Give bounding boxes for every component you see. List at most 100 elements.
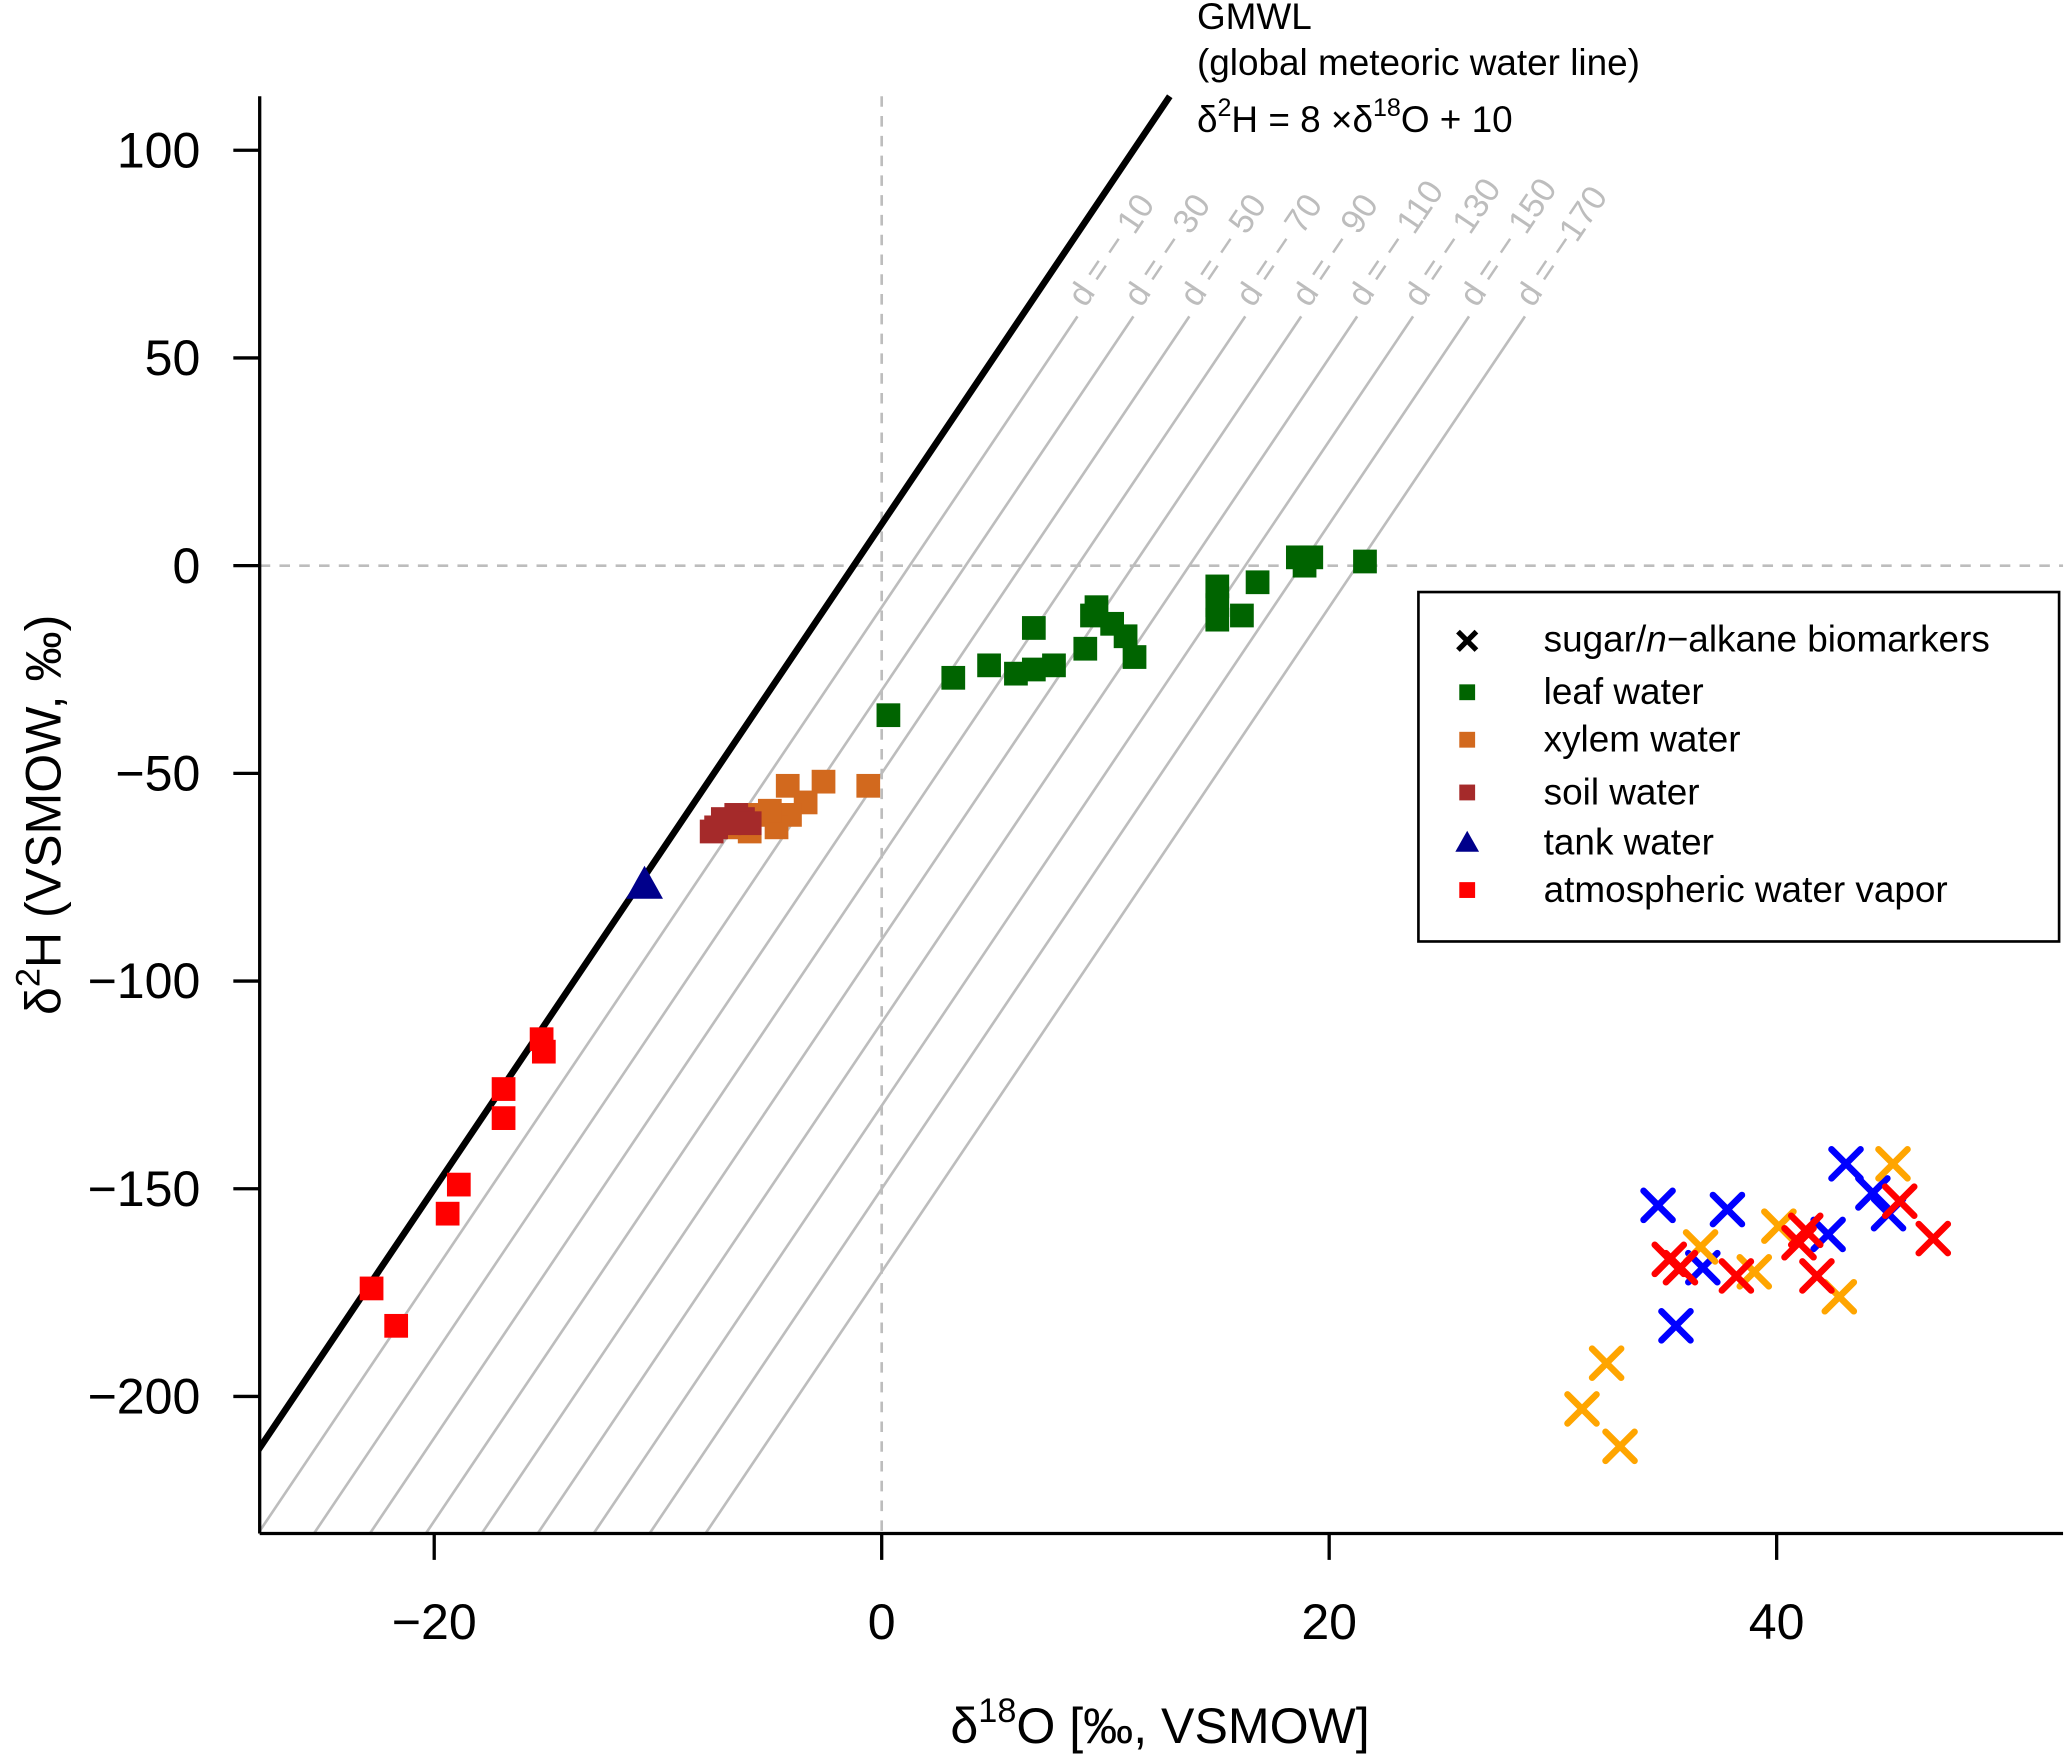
data-point-biomarkers-blue- bbox=[1709, 1191, 1746, 1228]
y-tick-label: −200 bbox=[88, 1369, 201, 1425]
y-tick-label: −100 bbox=[88, 953, 201, 1009]
y-tick-label: 50 bbox=[145, 330, 201, 386]
data-point-leaf-water bbox=[1080, 603, 1104, 628]
deuterium-excess-lines bbox=[259, 315, 1527, 1534]
cross-stroke bbox=[1564, 1391, 1600, 1427]
data-point-leaf-water bbox=[1113, 624, 1138, 649]
y-tick-label: 100 bbox=[117, 122, 201, 178]
data-point-tank-water bbox=[626, 865, 663, 899]
d-excess-line bbox=[424, 315, 1247, 1534]
data-point-leaf-water bbox=[1042, 653, 1066, 678]
data-point-biomarkers-red- bbox=[1781, 1224, 1817, 1261]
x-tick-label: 20 bbox=[1301, 1594, 1357, 1650]
data-point-leaf-water bbox=[1245, 570, 1270, 595]
data-point-biomarkers-orange- bbox=[1564, 1391, 1600, 1427]
data-point-atmospheric-water-vapor bbox=[446, 1172, 471, 1197]
x-tick-label: 40 bbox=[1749, 1594, 1805, 1650]
legend-label-leaf-water: leaf water bbox=[1544, 671, 1704, 712]
d-excess-line bbox=[592, 315, 1415, 1534]
cross-stroke bbox=[1602, 1428, 1638, 1465]
data-point-biomarkers-red- bbox=[1799, 1258, 1835, 1294]
data-point-biomarkers-blue- bbox=[1855, 1175, 1891, 1211]
cross-stroke bbox=[1881, 1183, 1918, 1220]
data-point-leaf-water bbox=[1353, 549, 1377, 574]
legend: sugar/n−alkane biomarkers leaf water xyl… bbox=[1417, 590, 2061, 943]
reference-lines bbox=[259, 96, 2064, 1534]
legend-triangle-icon bbox=[1455, 830, 1480, 852]
legend-label-biomarkers: sugar/n−alkane biomarkers bbox=[1544, 618, 1990, 659]
data-point-biomarkers-red- bbox=[1881, 1183, 1918, 1220]
data-point-leaf-water bbox=[977, 653, 1001, 678]
data-point-soil-water bbox=[737, 811, 762, 836]
data-point-biomarkers-red- bbox=[1718, 1258, 1755, 1294]
data-point-biomarkers-orange- bbox=[1875, 1146, 1911, 1182]
data-point-leaf-water bbox=[1021, 657, 1046, 682]
data-point-atmospheric-water-vapor bbox=[531, 1039, 556, 1064]
data-point-leaf-water bbox=[1205, 607, 1230, 632]
gmwl-equation: δ2H = 8 ×δ18O + 10 bbox=[1197, 94, 1513, 140]
gmwl-line-group bbox=[259, 94, 1173, 1454]
data-point-biomarkers-blue- bbox=[1640, 1187, 1676, 1224]
legend-box bbox=[1417, 590, 2061, 943]
d-excess-line bbox=[536, 315, 1359, 1534]
cross-stroke bbox=[1828, 1146, 1864, 1182]
legend-square-icon bbox=[1459, 684, 1476, 701]
y-axis-label: δ2H (VSMOW, ‰) bbox=[10, 615, 72, 1015]
data-point-xylem-water bbox=[775, 773, 800, 798]
data-point-biomarkers-red- bbox=[1915, 1220, 1952, 1257]
d-excess-line bbox=[368, 315, 1191, 1534]
cross-stroke bbox=[1915, 1220, 1952, 1257]
data-point-atmospheric-water-vapor bbox=[384, 1313, 409, 1338]
data-point-xylem-water bbox=[856, 773, 881, 798]
data-point-biomarkers-blue- bbox=[1828, 1146, 1864, 1182]
cross-stroke bbox=[1875, 1146, 1911, 1182]
data-point-xylem-water bbox=[757, 798, 782, 823]
data-point-leaf-water bbox=[1021, 616, 1046, 640]
legend-label-tank-water: tank water bbox=[1544, 821, 1714, 862]
data-point-biomarkers-orange- bbox=[1602, 1428, 1638, 1465]
x-tick-label: −20 bbox=[392, 1594, 477, 1650]
gmwl-line bbox=[259, 94, 1173, 1454]
x-tick-label: 0 bbox=[868, 1594, 896, 1650]
data-point-leaf-water bbox=[1299, 545, 1324, 570]
cross-stroke bbox=[1709, 1191, 1746, 1228]
data-point-xylem-water bbox=[811, 769, 836, 794]
data-point-leaf-water bbox=[1205, 574, 1230, 599]
data-point-leaf-water bbox=[1122, 645, 1147, 669]
data-points bbox=[359, 545, 1952, 1465]
data-point-leaf-water bbox=[876, 703, 901, 728]
cross-stroke bbox=[1640, 1187, 1676, 1224]
data-point-leaf-water bbox=[1004, 661, 1028, 686]
d-excess-line bbox=[648, 315, 1471, 1534]
y-tick-label: −150 bbox=[88, 1161, 201, 1217]
cross-stroke bbox=[1821, 1278, 1858, 1315]
cross-stroke bbox=[1718, 1258, 1755, 1294]
y-tick-label: 0 bbox=[173, 538, 201, 594]
legend-cross-icon bbox=[1456, 629, 1479, 652]
legend-square-icon bbox=[1459, 731, 1476, 748]
legend-label-soil-water: soil water bbox=[1544, 771, 1700, 812]
d-excess-line bbox=[480, 315, 1303, 1534]
gmwl-title: GMWL bbox=[1197, 0, 1312, 37]
data-point-leaf-water bbox=[1230, 603, 1254, 628]
x-axis-label: δ18O [‰, VSMOW] bbox=[950, 1692, 1369, 1754]
legend-label-atmospheric-water-vapor: atmospheric water vapor bbox=[1544, 869, 1948, 910]
data-point-atmospheric-water-vapor bbox=[359, 1276, 384, 1301]
d-excess-line bbox=[259, 315, 1079, 1534]
data-point-soil-water bbox=[699, 819, 724, 844]
d-excess-line bbox=[704, 315, 1527, 1534]
cross-stroke bbox=[1799, 1258, 1835, 1294]
legend-label-xylem-water: xylem water bbox=[1544, 719, 1741, 760]
cross-stroke bbox=[1456, 629, 1479, 652]
data-point-atmospheric-water-vapor bbox=[435, 1201, 460, 1226]
data-point-leaf-water bbox=[1073, 636, 1098, 661]
data-point-leaf-water bbox=[941, 665, 966, 690]
data-point-atmospheric-water-vapor bbox=[491, 1077, 516, 1101]
gmwl-subtitle: (global meteoric water line) bbox=[1197, 42, 1640, 83]
cross-stroke bbox=[1855, 1175, 1891, 1211]
data-point-biomarkers-orange- bbox=[1588, 1345, 1625, 1382]
cross-stroke bbox=[1658, 1308, 1694, 1344]
y-tick-label: −50 bbox=[115, 745, 200, 801]
